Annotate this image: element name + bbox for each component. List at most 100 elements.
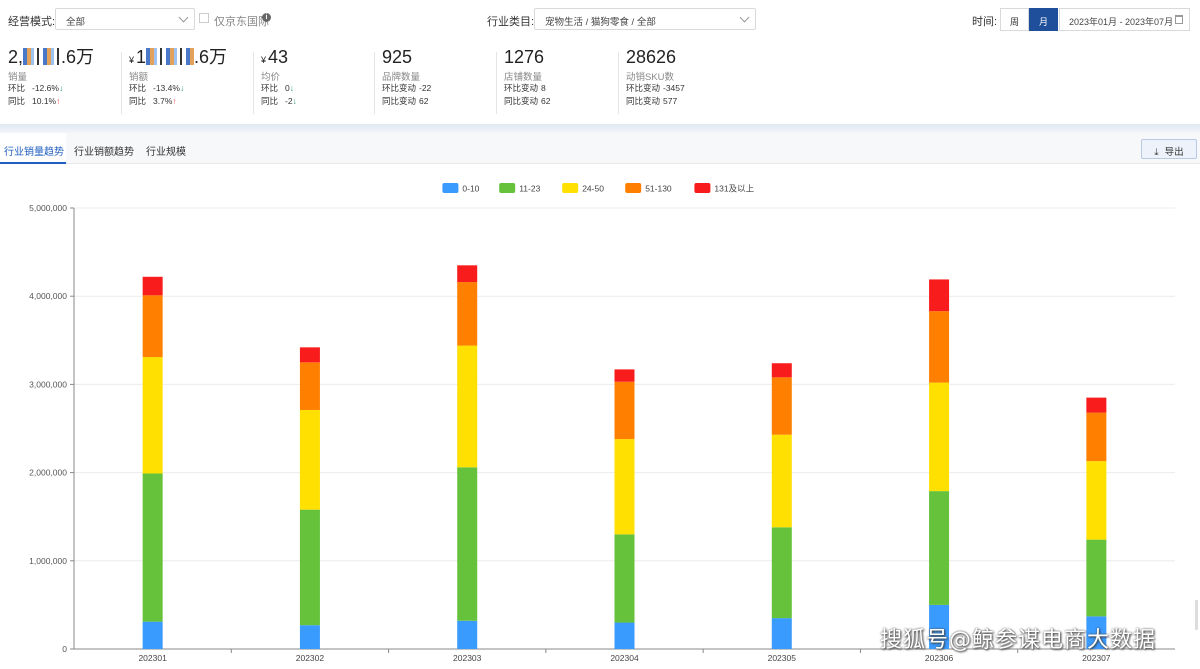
- metric-avg-price: ¥43 均价 环比 0↓ 同比 -2↓: [253, 46, 361, 118]
- metric-sales-amount: ¥1.6万 销额 环比 -13.4%↓ 同比 3.7%↑: [121, 46, 244, 118]
- jd-intl-checkbox[interactable]: [199, 13, 209, 23]
- metric-sales-volume: 2, .6万 销量 环比 -12.6%↓ 同比 10.1%↑: [8, 46, 113, 118]
- metric-label: 动销SKU数: [626, 72, 675, 83]
- metric-label: 均价: [261, 72, 281, 83]
- x-tick-label: 202304: [610, 653, 639, 663]
- masked-value: [23, 48, 62, 65]
- chart-tabs: 行业销量趋势 行业销额趋势 行业规模: [0, 133, 1200, 164]
- legend-label: 11-23: [519, 184, 540, 194]
- x-tick-label: 202303: [453, 653, 482, 663]
- export-button[interactable]: ⤓ 导出: [1141, 139, 1197, 159]
- watermark: 搜狐号@鲸参谋电商大数据: [880, 628, 1157, 653]
- date-range-value: 2023年01月 - 2023年07月: [1069, 17, 1174, 27]
- bar-segment: [929, 491, 950, 605]
- metric-store-count: 1276 店铺数量 环比变动 8 同比变动 62: [496, 46, 614, 118]
- bar-segment: [614, 439, 635, 535]
- legend-swatch: [499, 183, 516, 193]
- metric-label: 店铺数量: [504, 72, 543, 83]
- bar-segment: [142, 357, 163, 474]
- bar-segment: [614, 622, 635, 649]
- legend-swatch: [442, 183, 459, 193]
- x-tick-label: 202302: [296, 653, 325, 663]
- mode-select-value: 全部: [66, 17, 86, 28]
- metric-label: 品牌数量: [382, 72, 421, 83]
- bar-segment: [771, 618, 792, 649]
- legend-label: 24-50: [582, 184, 604, 194]
- bar-segment: [299, 362, 320, 410]
- jd-intl-label: 仅京东国际: [214, 16, 269, 28]
- bar-segment: [771, 377, 792, 435]
- metric-active-sku: 28626 动销SKU数 环比变动 -3457 同比变动 577: [618, 46, 736, 118]
- download-icon: ⤓: [1154, 147, 1159, 158]
- mode-select[interactable]: 全部: [55, 8, 195, 30]
- bar-segment: [614, 369, 635, 382]
- arrow-down-icon: ↓: [289, 83, 294, 93]
- legend-swatch: [625, 183, 642, 193]
- period-month-button[interactable]: 月: [1029, 8, 1058, 31]
- divider: [496, 52, 497, 114]
- x-tick-label: 202301: [138, 653, 167, 663]
- bar-segment: [1086, 397, 1107, 413]
- filter-bar: 经营模式: 全部 仅京东国际 i 行业类目: 宠物生活 / 猫狗零食 / 全部 …: [0, 0, 1200, 40]
- divider: [374, 52, 375, 114]
- metric-label: 销量: [8, 72, 28, 83]
- bar-segment: [457, 345, 478, 468]
- export-label: 导出: [1164, 147, 1184, 158]
- stacked-bar-chart: 0 1,000,000 2,000,000 3,000,000 4,000,000 5,0…: [29, 183, 1175, 663]
- industry-select-value: 宠物生活 / 猫狗零食 / 全部: [545, 17, 656, 28]
- tab-industry-scale[interactable]: 行业规模: [146, 147, 186, 158]
- tab-sales-volume-trend[interactable]: 行业销量趋势: [0, 133, 66, 164]
- bar-segment: [142, 621, 163, 649]
- period-week-button[interactable]: 周: [1000, 8, 1029, 31]
- bar-segment: [929, 311, 950, 383]
- arrow-up-icon: ↑: [172, 96, 177, 106]
- arrow-down-icon: ↓: [292, 96, 297, 106]
- legend-swatch: [694, 183, 711, 193]
- masked-value: [146, 48, 195, 65]
- bar-segment: [457, 282, 478, 346]
- legend-swatch: [562, 183, 579, 193]
- info-icon[interactable]: i: [262, 13, 271, 22]
- bar-segment: [614, 534, 635, 623]
- bar-segment: [142, 276, 163, 296]
- metric-label: 销额: [129, 72, 149, 83]
- bar-segment: [142, 295, 163, 358]
- bar-segment: [771, 363, 792, 378]
- metric-brand-count: 925 品牌数量 环比变动 -22 同比变动 62: [374, 46, 492, 118]
- y-tick-label: 4,000,000: [29, 291, 67, 301]
- divider: [618, 52, 619, 114]
- bar-segment: [299, 509, 320, 626]
- bar-segment: [1086, 616, 1107, 649]
- x-tick-label: 202305: [768, 653, 797, 663]
- section-divider: [0, 124, 1200, 133]
- bar-segment: [457, 265, 478, 283]
- bar-segment: [457, 467, 478, 621]
- bar-segment: [299, 625, 320, 649]
- metrics-panel: 2, .6万 销量 环比 -12.6%↓ 同比 10.1%↑ ¥1.6万 销额 环比 -…: [0, 42, 1200, 124]
- bar-segment: [142, 473, 163, 622]
- tab-sales-amount-trend[interactable]: 行业销额趋势: [74, 147, 134, 158]
- mode-label: 经营模式:: [8, 16, 56, 28]
- bar-segment: [771, 434, 792, 528]
- divider: [121, 52, 122, 114]
- arrow-down-icon: ↓: [58, 83, 64, 93]
- industry-select[interactable]: 宠物生活 / 猫狗零食 / 全部: [534, 8, 756, 30]
- bar-segment: [457, 620, 478, 649]
- bar-segment: [929, 604, 950, 649]
- bar-segment: [929, 382, 950, 492]
- y-tick-label: 2,000,000: [29, 468, 67, 478]
- arrow-up-icon: ↑: [56, 96, 61, 106]
- scrollbar[interactable]: [1195, 600, 1198, 630]
- date-range-picker[interactable]: 2023年01月 - 2023年07月: [1059, 8, 1190, 31]
- bar-segment: [614, 381, 635, 440]
- calendar-icon: [1175, 15, 1183, 24]
- chevron-down-icon: [739, 12, 750, 23]
- bar-segment: [299, 409, 320, 510]
- y-tick-label: 1,000,000: [29, 556, 67, 566]
- chevron-down-icon: [178, 12, 189, 23]
- legend-label: 51-130: [645, 184, 672, 194]
- bar-segment: [771, 527, 792, 619]
- x-tick-label: 202306: [925, 653, 954, 663]
- bar-segment: [299, 347, 320, 363]
- time-label: 时间:: [972, 16, 998, 28]
